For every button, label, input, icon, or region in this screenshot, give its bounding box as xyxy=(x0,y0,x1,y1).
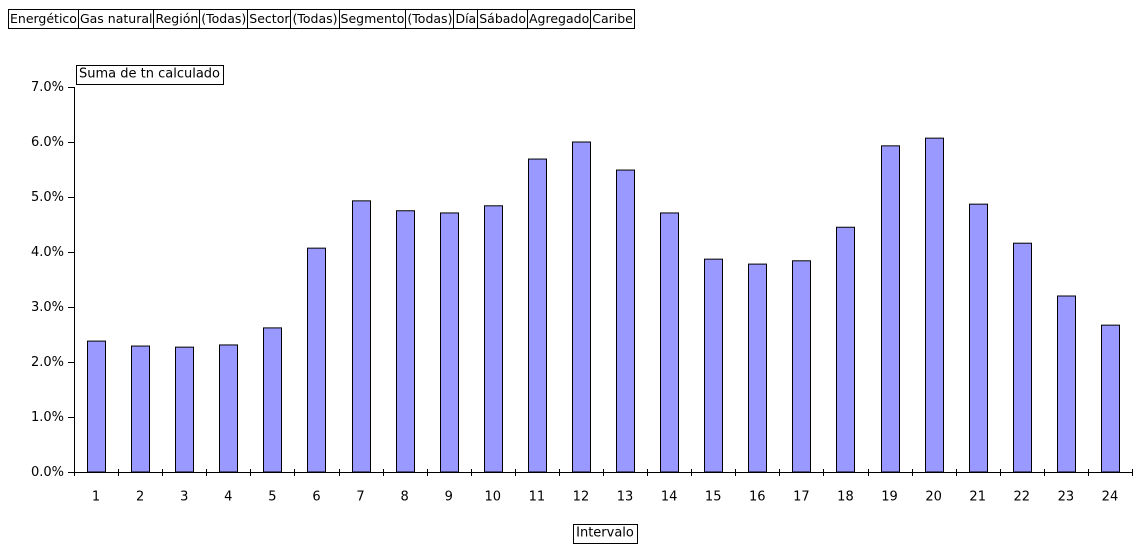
bar xyxy=(131,345,150,473)
bar xyxy=(660,212,679,473)
x-tick-label: 5 xyxy=(268,490,276,505)
y-tick-label: 3.0% xyxy=(31,300,64,315)
x-axis-label: Intervalo xyxy=(576,526,634,541)
bar xyxy=(969,203,988,473)
bar xyxy=(219,344,238,473)
x-tick-label: 15 xyxy=(705,490,722,505)
bar xyxy=(925,137,944,473)
x-axis-label-box xyxy=(573,524,638,544)
y-axis-label-box xyxy=(76,65,224,85)
bar xyxy=(307,247,326,473)
bar xyxy=(528,158,547,473)
bar xyxy=(87,340,106,473)
x-tick-label: 24 xyxy=(1102,490,1119,505)
bar xyxy=(881,145,900,473)
bar xyxy=(1057,295,1076,473)
bar xyxy=(748,263,767,473)
x-tick-label: 3 xyxy=(180,490,188,505)
bar xyxy=(440,212,459,473)
bar xyxy=(1013,242,1032,473)
y-axis-label: Suma de tn calculado xyxy=(79,67,220,82)
y-tick-label: 4.0% xyxy=(31,245,64,260)
bar xyxy=(836,226,855,473)
bar xyxy=(572,141,591,473)
x-tick-label: 8 xyxy=(400,490,408,505)
x-tick-label: 17 xyxy=(793,490,810,505)
x-tick-label: 22 xyxy=(1014,490,1031,505)
bar xyxy=(616,169,635,473)
x-tick-label: 12 xyxy=(573,490,590,505)
y-tick-label: 2.0% xyxy=(31,355,64,370)
x-tick-label: 6 xyxy=(312,490,320,505)
y-tick-label: 7.0% xyxy=(31,80,64,95)
y-tick-label: 6.0% xyxy=(31,135,64,150)
bar xyxy=(352,200,371,473)
x-tick-label: 23 xyxy=(1058,490,1075,505)
x-tick-label: 9 xyxy=(445,490,453,505)
filter-bar: Energético Gas natural Región (Todas) Sector… xyxy=(8,9,635,29)
y-tick-label: 1.0% xyxy=(31,410,64,425)
x-tick-label: 10 xyxy=(485,490,502,505)
y-tick-label: 5.0% xyxy=(31,190,64,205)
x-tick-label: 1 xyxy=(92,490,100,505)
x-tick-label: 19 xyxy=(881,490,898,505)
x-tick-label: 4 xyxy=(224,490,232,505)
x-tick-label: 13 xyxy=(617,490,634,505)
bar xyxy=(792,260,811,473)
x-tick-label: 7 xyxy=(356,490,364,505)
x-tick-label: 2 xyxy=(136,490,144,505)
bar xyxy=(484,205,503,473)
bar xyxy=(396,210,415,473)
bar xyxy=(263,327,282,473)
x-tick-label: 14 xyxy=(661,490,678,505)
x-tick-label: 21 xyxy=(969,490,986,505)
bar xyxy=(704,258,723,473)
x-tick-label: 11 xyxy=(529,490,546,505)
y-tick-label: 0.0% xyxy=(31,465,64,480)
x-tick-label: 20 xyxy=(925,490,942,505)
filter-cell: Caribe xyxy=(590,9,635,29)
x-tick-label: 16 xyxy=(749,490,766,505)
bar xyxy=(175,346,194,473)
x-tick-label: 18 xyxy=(837,490,854,505)
bar xyxy=(1101,324,1120,473)
